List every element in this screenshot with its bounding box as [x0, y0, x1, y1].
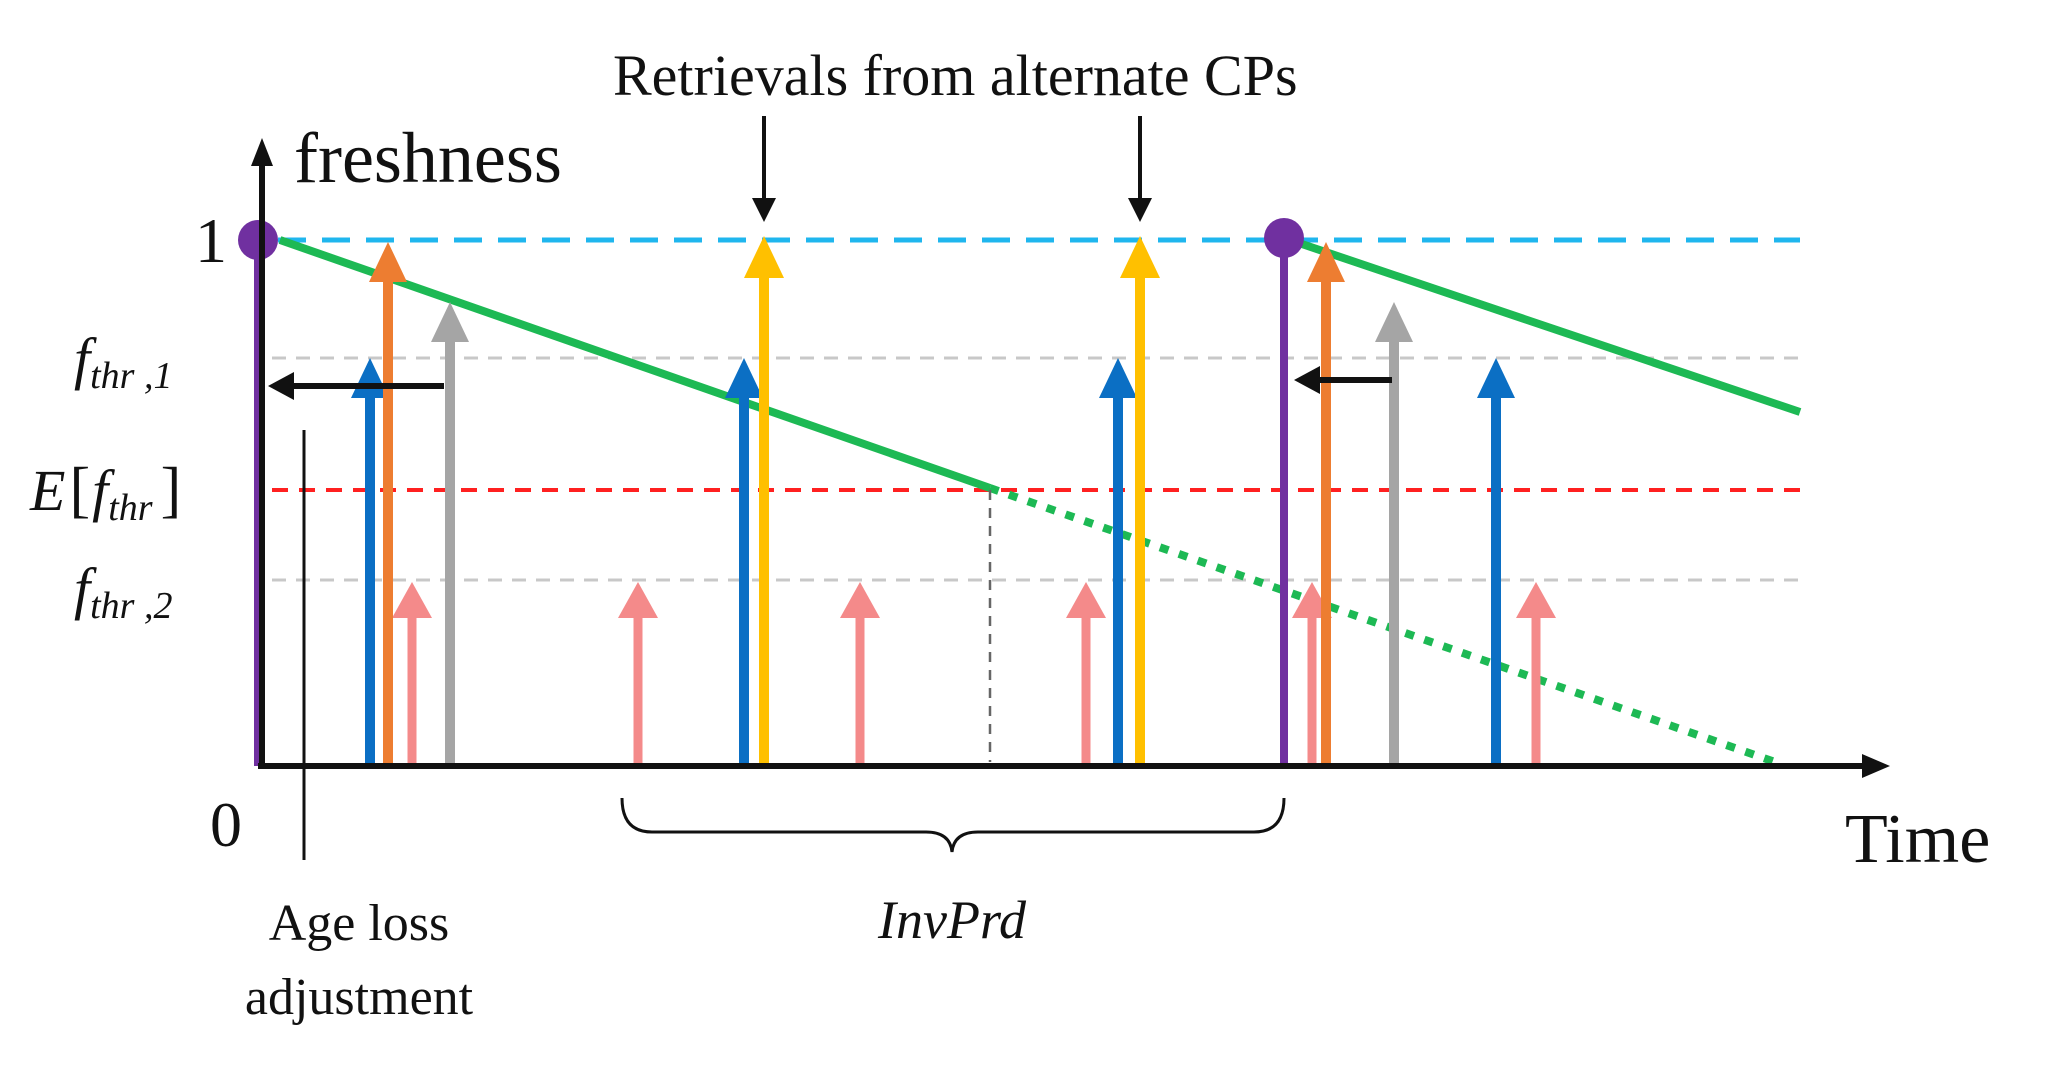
blue-arrow-3 [1099, 358, 1137, 764]
pink-arrow-4 [1066, 582, 1106, 764]
x-axis-arrowhead-icon [1862, 754, 1890, 778]
retrieval-pointer-2-arrow-down-icon [1128, 116, 1152, 222]
x-axis-title: Time [1845, 801, 1990, 878]
pink-arrow-2 [618, 582, 658, 764]
f-thr-1-label: fthr ,1 [74, 326, 172, 397]
age-adjust-arrow-2-arrow-left-icon [1294, 366, 1392, 394]
expected-f-thr-prefix: E [29, 458, 65, 523]
retrieval-pointer-1-arrow-down-icon [752, 116, 776, 222]
orange-arrow-1 [369, 242, 407, 764]
f-thr-1-sub: thr ,1 [90, 355, 172, 397]
blue-arrow-4 [1477, 358, 1515, 764]
origin-label: 0 [210, 789, 242, 860]
expected-f-thr-sub: thr [108, 487, 153, 529]
orange-arrow-2 [1307, 242, 1345, 764]
y-axis-title: freshness [294, 118, 562, 198]
expected-f-thr-open: [ [69, 456, 90, 524]
invprd-brace [620, 797, 1286, 853]
pink-arrow-1 [392, 582, 432, 764]
expected-f-thr-label: E[fthr] [29, 456, 181, 529]
y-axis-one-label: 1 [195, 205, 227, 276]
reset-marker-1 [238, 220, 278, 260]
invprd-label: InvPrd [877, 890, 1027, 950]
arrow-layer [268, 116, 1556, 764]
age-adjust-arrow-1-arrow-left-icon [268, 372, 444, 400]
f-thr-2-label: fthr ,2 [74, 556, 172, 627]
decay-line-1-dotted [988, 484, 1777, 766]
retrievals-caption: Retrievals from alternate CPs [613, 43, 1298, 108]
reset-marker-2 [1264, 218, 1304, 258]
gray-arrow-1 [431, 302, 469, 764]
expected-f-thr-close: ] [161, 456, 182, 524]
pink-arrow-6 [1516, 582, 1556, 764]
gray-arrow-2 [1375, 302, 1413, 764]
yellow-retrieval-arrow-2 [1120, 236, 1160, 764]
blue-arrow-2 [725, 358, 763, 764]
age-loss-caption-line-1: Age loss [269, 895, 450, 952]
yellow-retrieval-arrow-1 [744, 236, 784, 764]
y-axis-arrow-up-icon [251, 138, 273, 166]
decay-line-2 [1288, 236, 1802, 416]
pink-arrow-3 [840, 582, 880, 764]
f-thr-2-sub: thr ,2 [90, 585, 172, 627]
age-loss-caption-line-2: adjustment [245, 969, 474, 1026]
